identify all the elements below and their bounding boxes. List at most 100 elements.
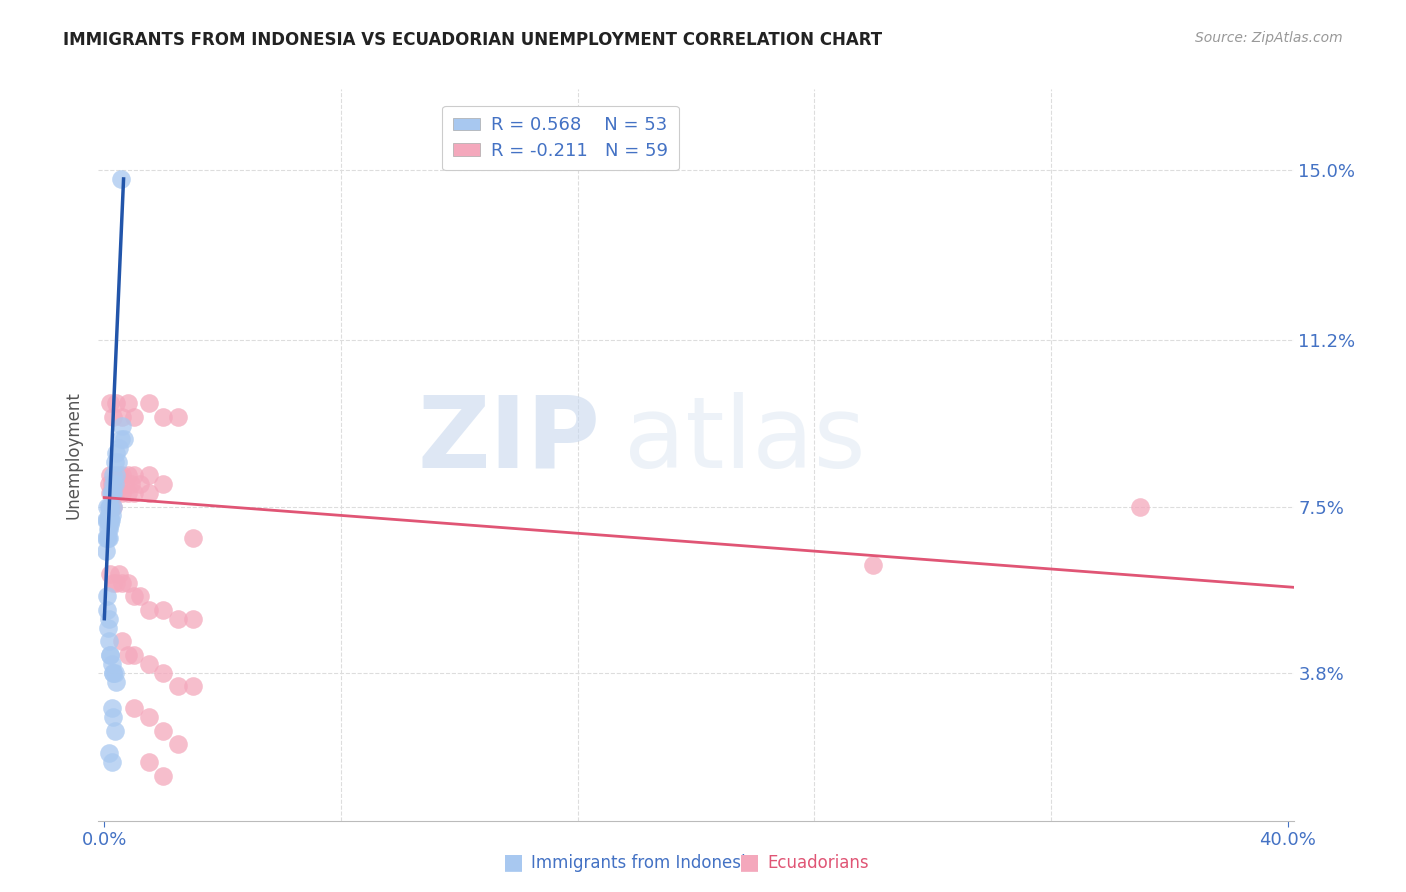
Point [138,603,160,617]
Point [122,468,145,483]
Point [103,477,125,491]
Point [152,723,174,738]
Point [111,634,134,648]
Point [122,409,145,424]
Point [152,769,174,783]
Y-axis label: Unemployment: Unemployment [65,391,83,519]
Point [108,566,131,581]
Point [98,522,121,536]
Point [98,468,121,483]
Point [100,508,122,523]
Point [98,513,121,527]
Point [100,657,122,671]
Point [122,589,145,603]
Point [107,455,129,469]
Point [98,486,121,500]
Point [862,558,884,572]
Point [117,396,139,410]
Point [97,477,120,491]
Text: atlas: atlas [624,392,866,489]
Point [103,575,125,590]
Point [152,665,174,680]
Point [152,409,174,424]
Legend: R = 0.568    N = 53, R = -0.211   N = 59: R = 0.568 N = 53, R = -0.211 N = 59 [441,105,679,170]
Point [120,477,142,491]
Text: ■: ■ [740,853,759,872]
Point [167,409,190,424]
Point [167,737,190,751]
Point [100,701,122,715]
Point [97,621,120,635]
Point [138,710,160,724]
Point [96,513,118,527]
Point [1129,500,1152,514]
Point [128,477,150,491]
Point [101,665,124,680]
Point [117,575,139,590]
Point [103,468,125,483]
Point [104,477,127,491]
Point [117,468,139,483]
Point [122,648,145,662]
Point [98,396,121,410]
Point [100,513,122,527]
Point [181,612,204,626]
Point [105,396,128,410]
Text: Immigrants from Indonesia: Immigrants from Indonesia [531,855,756,872]
Point [97,747,120,761]
Text: ■: ■ [503,853,523,872]
Point [181,531,204,545]
Point [101,477,124,491]
Point [97,522,120,536]
Point [104,723,127,738]
Point [122,701,145,715]
Point [103,486,125,500]
Point [98,648,121,662]
Point [138,756,160,770]
Point [98,648,121,662]
Point [111,486,134,500]
Point [97,612,120,626]
Point [98,500,121,514]
Point [98,508,121,523]
Point [128,589,150,603]
Point [103,710,125,724]
Point [138,657,160,671]
Point [167,612,190,626]
Text: Ecuadorians: Ecuadorians [768,855,869,872]
Point [105,575,128,590]
Point [94,531,117,545]
Point [122,486,145,500]
Point [138,468,160,483]
Point [105,486,128,500]
Point [96,589,118,603]
Point [103,500,125,514]
Point [108,468,131,483]
Point [96,603,118,617]
Text: Source: ZipAtlas.com: Source: ZipAtlas.com [1195,31,1343,45]
Point [97,513,120,527]
Point [97,531,120,545]
Point [100,486,122,500]
Point [104,665,127,680]
Text: ZIP: ZIP [418,392,600,489]
Point [104,455,127,469]
Point [98,566,121,581]
Point [97,634,120,648]
Point [114,477,136,491]
Point [98,517,121,532]
Point [100,756,122,770]
Point [100,477,122,491]
Point [110,172,132,186]
Point [111,575,134,590]
Point [100,486,122,500]
Point [105,674,128,689]
Point [97,531,120,545]
Text: IMMIGRANTS FROM INDONESIA VS ECUADORIAN UNEMPLOYMENT CORRELATION CHART: IMMIGRANTS FROM INDONESIA VS ECUADORIAN … [63,31,883,49]
Point [103,665,125,680]
Point [98,500,121,514]
Point [152,477,174,491]
Point [103,409,125,424]
Point [167,679,190,693]
Point [94,544,117,558]
